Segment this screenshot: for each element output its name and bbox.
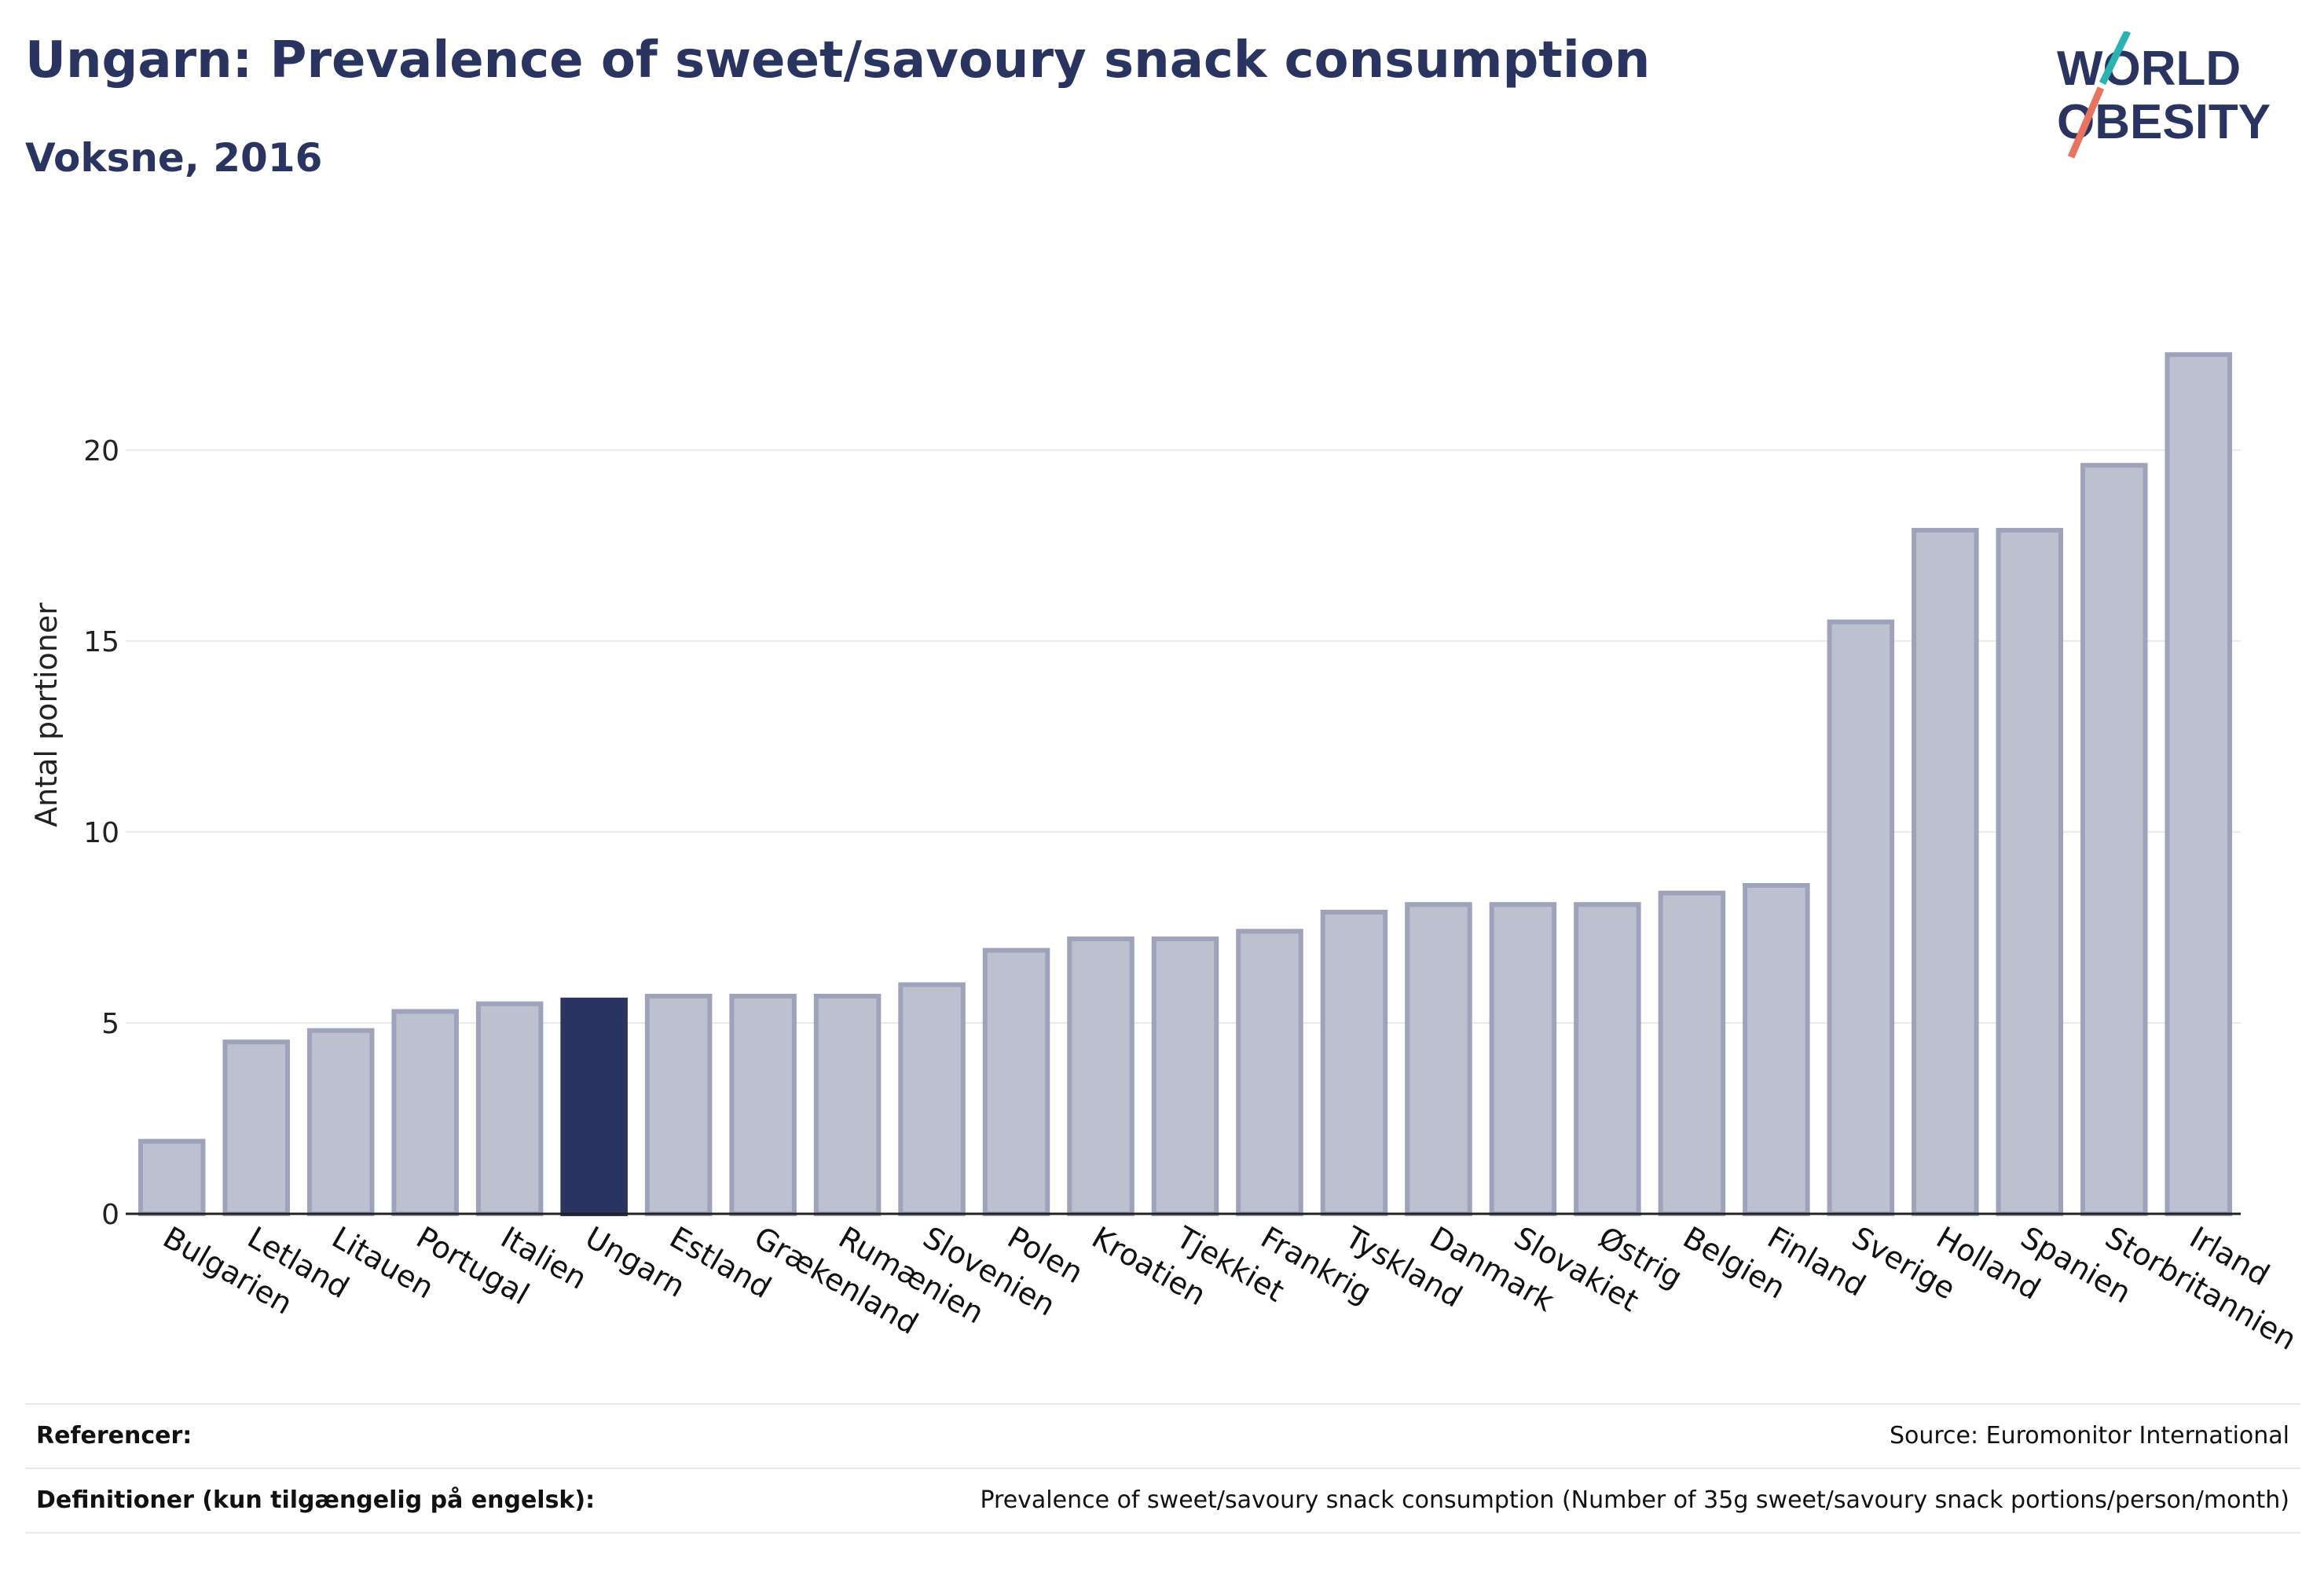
y-tick-label: 0: [101, 1199, 119, 1231]
references-row: Referencer: Source: Euromonitor Internat…: [25, 1403, 2300, 1468]
bar: [1320, 909, 1388, 1217]
bar-chart: 0 5 10 15 20 BulgarienLetlandLitauenPortugal…: [29, 352, 2302, 1357]
bar: [1574, 902, 1641, 1216]
bars: [137, 352, 2233, 1217]
definitions-value: Prevalence of sweet/savoury snack consum…: [980, 1486, 2289, 1514]
y-axis-label: Antal portioner: [29, 603, 64, 827]
bar: [729, 993, 797, 1216]
bar: [1743, 882, 1810, 1216]
y-tick-label: 20: [83, 435, 119, 467]
bar: [391, 1009, 459, 1216]
y-tick-label: 15: [83, 626, 119, 658]
bar: [1658, 890, 1726, 1217]
definitions-label: Definitioner (kun tilgængelig på engelsk…: [36, 1486, 596, 1514]
bar: [1489, 902, 1557, 1216]
bar: [1151, 936, 1219, 1216]
bar: [1236, 929, 1303, 1216]
bar: [1996, 527, 2064, 1216]
bar: [137, 1138, 206, 1216]
bar: [475, 1001, 544, 1217]
chart-title: Ungarn: Prevalence of sweet/savoury snac…: [25, 31, 1651, 90]
footer-divider: [25, 1532, 2300, 1534]
references-value: Source: Euromonitor International: [1889, 1422, 2289, 1450]
definitions-row: Definitioner (kun tilgængelig på engelsk…: [25, 1468, 2300, 1532]
bar: [306, 1028, 375, 1216]
bar: [1912, 527, 1979, 1216]
bar-highlighted: [560, 997, 628, 1216]
y-tick-label: 5: [101, 1008, 119, 1040]
bar: [644, 993, 713, 1216]
bar: [813, 993, 882, 1216]
logo-line1: WORLD: [2057, 42, 2241, 96]
bar: [222, 1039, 290, 1216]
logo-slash-coral: [2067, 86, 2105, 159]
world-obesity-logo: WORLD OBESITY: [2057, 31, 2271, 159]
bar: [2080, 463, 2148, 1216]
chart-subtitle: Voksne, 2016: [25, 135, 323, 181]
bar: [1827, 619, 1895, 1216]
bar: [2165, 352, 2233, 1217]
y-tick-labels: 0 5 10 15 20: [83, 435, 119, 1231]
bar: [1067, 936, 1135, 1216]
bar: [898, 982, 966, 1216]
x-tick-labels: BulgarienLetlandLitauenPortugalItalienUn…: [157, 1219, 2302, 1357]
logo-slash-teal: [2099, 31, 2132, 85]
bar: [1405, 902, 1472, 1216]
bar: [982, 947, 1050, 1216]
references-label: Referencer:: [36, 1422, 192, 1450]
y-tick-label: 10: [83, 817, 119, 849]
